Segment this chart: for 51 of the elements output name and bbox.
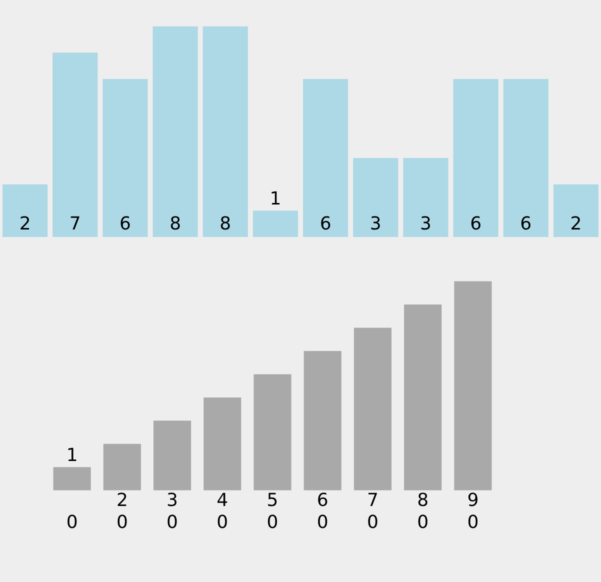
bar <box>153 420 192 490</box>
data-label: 8 <box>170 214 182 235</box>
bar <box>454 281 492 490</box>
bar <box>202 26 248 237</box>
bar <box>303 79 348 237</box>
bar <box>503 79 548 237</box>
bar <box>353 158 398 237</box>
bar <box>103 444 141 490</box>
data-label: 3 <box>420 214 432 235</box>
data-label: 9 <box>467 490 479 512</box>
bar <box>252 210 298 237</box>
data-label: 2 <box>116 490 128 512</box>
data-label: 1 <box>66 444 78 466</box>
bar <box>52 52 98 237</box>
data-label: 6 <box>320 214 332 235</box>
bar <box>404 304 442 490</box>
x-tick-label: 0 <box>66 512 78 533</box>
data-label: 2 <box>19 214 31 235</box>
data-label: 7 <box>69 214 81 235</box>
bar <box>102 79 148 237</box>
data-label: 2 <box>570 214 582 235</box>
x-tick-label: 0 <box>116 512 128 533</box>
x-tick-label: 0 <box>166 512 178 533</box>
data-label: 5 <box>266 490 278 512</box>
x-tick-label: 0 <box>266 512 278 533</box>
data-label: 3 <box>370 214 382 235</box>
data-label: 1 <box>270 188 282 210</box>
bar <box>53 467 91 490</box>
x-tick-label: 0 <box>467 512 479 533</box>
bar <box>152 26 198 237</box>
bar <box>403 158 448 237</box>
x-tick-label: 0 <box>417 512 429 533</box>
data-label: 6 <box>316 490 328 512</box>
bar <box>453 79 498 237</box>
data-label: 4 <box>216 490 228 512</box>
bar <box>2 184 48 237</box>
x-tick-label: 0 <box>216 512 228 533</box>
bar <box>204 397 242 490</box>
bar <box>304 350 342 490</box>
data-label: 6 <box>470 214 482 235</box>
data-label: 8 <box>220 214 232 235</box>
x-tick-label: 0 <box>316 512 328 533</box>
bar <box>254 374 292 490</box>
bar <box>553 184 598 237</box>
data-label: 3 <box>166 490 178 512</box>
bar <box>354 328 392 490</box>
data-label: 6 <box>119 214 131 235</box>
data-label: 8 <box>417 490 429 512</box>
data-label: 6 <box>520 214 532 235</box>
x-tick-label: 0 <box>366 512 378 533</box>
data-label: 7 <box>366 490 378 512</box>
